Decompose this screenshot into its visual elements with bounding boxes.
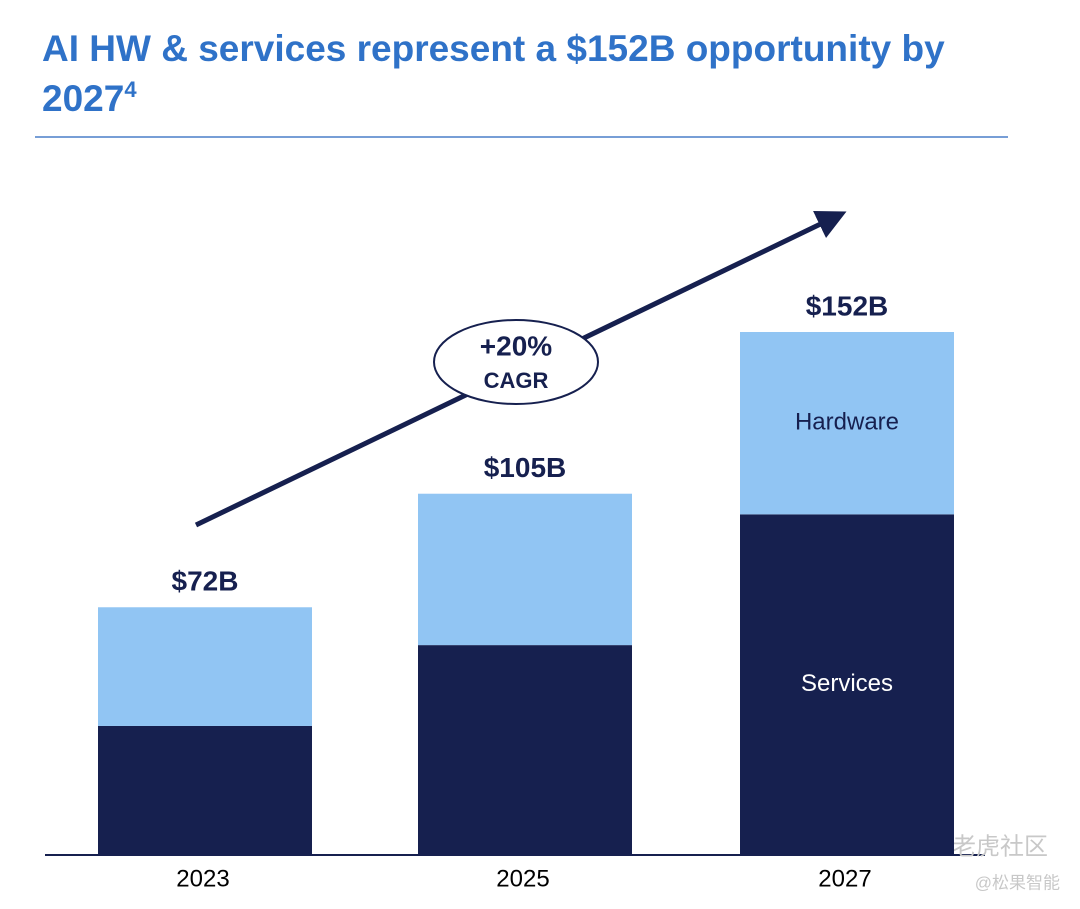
bar-segment [418,645,632,855]
value-label: $152B [806,290,889,321]
cagr-badge [433,319,599,405]
chart-title: AI HW & services represent a $152B oppor… [42,28,945,119]
series-label: Hardware [795,409,899,436]
bar-segment [418,493,632,646]
series-label: Services [801,670,893,697]
chart-title-block: AI HW & services represent a $152B oppor… [42,24,1022,124]
x-tick-label: 2023 [176,865,229,892]
value-label: $105B [484,452,567,483]
title-footnote: 4 [124,77,137,102]
bar-segment [740,332,954,515]
cagr-label: CAGR [484,368,549,393]
x-tick-label: 2027 [818,865,871,892]
watermark: 老虎社区 [952,833,1048,860]
watermark: @松果智能 [975,873,1060,892]
cagr-rate: +20% [480,330,552,361]
bar-segment [98,725,312,855]
bar-segment [740,514,954,855]
x-tick-label: 2025 [496,865,549,892]
value-label: $72B [172,566,239,597]
bar-segment [98,607,312,726]
